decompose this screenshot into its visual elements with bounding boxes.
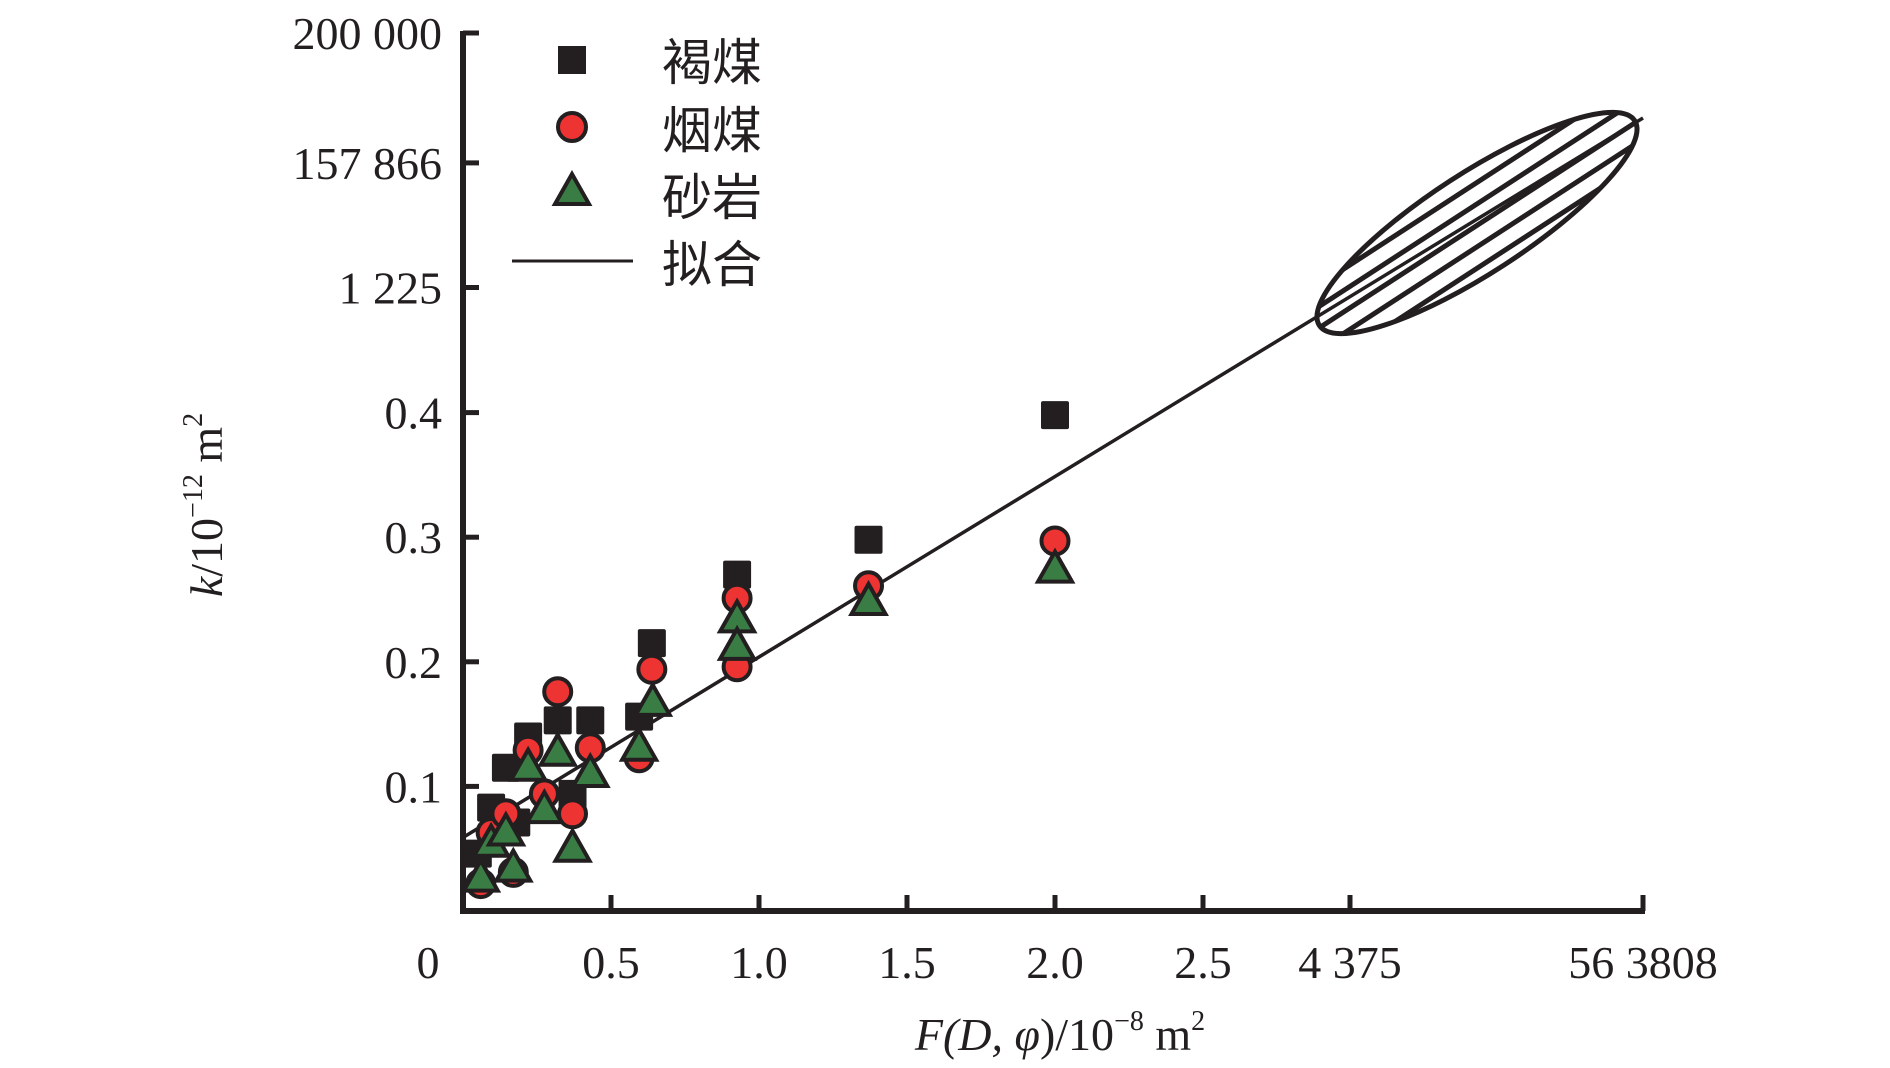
- x-tick-label: 4 375: [1298, 937, 1402, 988]
- fit-line-group: [462, 116, 1644, 839]
- y-tick-label: 157 866: [293, 138, 443, 189]
- y-tick-label: 0.1: [385, 761, 443, 812]
- point-sandstone: [716, 624, 758, 661]
- point-sandstone: [507, 745, 549, 782]
- x-tick-label: 1.5: [878, 937, 936, 988]
- point-sandstone: [618, 725, 660, 762]
- legend-marker-triangle: [551, 169, 593, 206]
- axes: [460, 31, 1645, 914]
- point-sandstone: [537, 730, 579, 767]
- point-sandstone: [460, 856, 502, 893]
- point-sandstone: [848, 579, 889, 616]
- point-lignite: [637, 629, 666, 658]
- point-sandstone: [632, 680, 674, 717]
- legend-label-sandstone: 砂岩: [662, 169, 762, 227]
- x-tick-label: 1.0: [730, 937, 788, 988]
- point-lignite: [576, 706, 605, 735]
- point-lignite: [1041, 401, 1069, 430]
- data-points: [460, 401, 1076, 900]
- x-tick-label: 56 3808: [1568, 937, 1718, 988]
- x-axis-title: F(D, φ)/10−8 m2: [914, 1006, 1205, 1060]
- y-tick-label: 0.3: [385, 512, 443, 563]
- point-sandstone: [492, 846, 534, 883]
- point-sandstone: [485, 810, 527, 847]
- highlight-region: [1314, 109, 1640, 337]
- ticks: 0 0.5 1.0 1.5 2.0 2.5 4 375 56 3808 0.1 0.2 0.3 0.4…: [293, 8, 1718, 988]
- point-lignite: [543, 706, 572, 735]
- legend-label-lignite: 褐煤: [662, 34, 762, 92]
- legend-label-bituminous: 烟煤: [662, 102, 762, 160]
- y-tick-label: 0.4: [385, 388, 443, 439]
- point-sandstone: [569, 751, 611, 788]
- point-bituminous: [542, 676, 574, 708]
- x-tick-label: 0: [417, 937, 440, 988]
- x-tick-label: 2.5: [1174, 937, 1232, 988]
- point-sandstone: [523, 788, 565, 825]
- y-tick-label: 1 225: [339, 263, 443, 314]
- fit-line: [462, 116, 1644, 839]
- point-bituminous: [636, 653, 668, 685]
- legend: 褐煤 烟煤 砂岩 拟合: [512, 34, 762, 294]
- legend-marker-square: [558, 46, 586, 74]
- point-lignite: [723, 560, 752, 589]
- x-tick-label: 2.0: [1026, 937, 1084, 988]
- hatched-ellipse: [1314, 109, 1640, 337]
- point-sandstone: [552, 826, 593, 863]
- y-axis-title: k/10−12 m2: [178, 413, 232, 597]
- point-sandstone: [1034, 547, 1076, 584]
- y-tick-label: 200 000: [293, 8, 443, 59]
- x-tick-label: 0.5: [582, 937, 640, 988]
- y-tick-label: 0.2: [385, 637, 443, 688]
- legend-marker-circle: [556, 111, 588, 143]
- legend-label-fit: 拟合: [662, 236, 762, 294]
- point-lignite: [854, 525, 883, 554]
